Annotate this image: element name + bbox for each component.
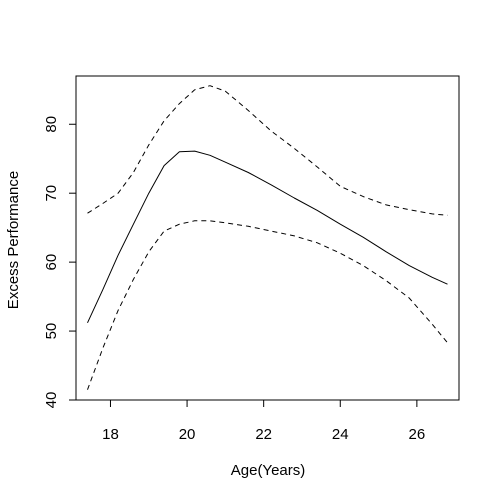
y-tick-label: 70 [43, 185, 60, 202]
x-axis: 18 20 22 24 26 [102, 400, 425, 443]
x-tick-label: 18 [102, 426, 119, 443]
y-axis: 40 50 60 70 80 [43, 116, 76, 408]
x-tick-label: 20 [179, 426, 196, 443]
x-tick-label: 24 [332, 426, 349, 443]
x-tick-label: 26 [409, 426, 426, 443]
series-line-upper-band [87, 85, 448, 216]
x-tick-label: 22 [255, 426, 272, 443]
series-line-estimate [87, 150, 448, 324]
y-tick-label: 50 [43, 323, 60, 340]
plot-area-box [75, 75, 460, 401]
y-tick-label: 80 [43, 116, 60, 133]
y-axis-label: Excess Performance [5, 171, 22, 309]
y-tick-label: 60 [43, 254, 60, 271]
series-layer [87, 85, 448, 390]
x-axis-label: Age(Years) [231, 462, 306, 479]
series-line-lower-band [87, 220, 448, 390]
y-tick-label: 40 [43, 392, 60, 409]
